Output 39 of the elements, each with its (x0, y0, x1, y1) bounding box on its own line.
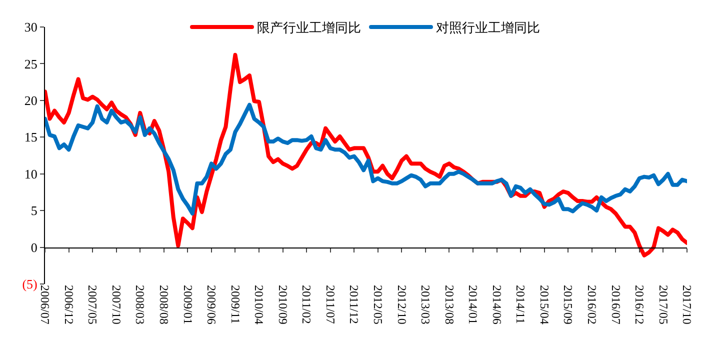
y-tick-label: 30 (24, 20, 38, 35)
x-tick-label: 2017/05 (656, 285, 670, 324)
line-series (45, 102, 687, 216)
y-tick-label: (5) (22, 276, 38, 292)
x-tick-label: 2009/06 (204, 285, 219, 324)
x-tick-label: 2009/01 (180, 285, 195, 324)
legend-label: 对照行业工增同比 (436, 21, 540, 36)
x-tick-label: 2016/02 (584, 285, 599, 324)
x-tick-label: 2012/05 (370, 285, 385, 324)
x-tick-label: 2011/02 (300, 285, 314, 324)
legend-label: 限产行业工增同比 (257, 21, 361, 36)
x-tick-label: 2015/04 (537, 285, 552, 324)
y-tick-label: 5 (30, 203, 38, 218)
x-tick-label: 2013/08 (442, 285, 456, 324)
y-tick-label: 10 (24, 166, 38, 182)
x-tick-label: 2009/11 (228, 285, 242, 324)
x-tick-label: 2008/03 (133, 285, 148, 324)
x-tick-label: 2007/05 (86, 285, 100, 324)
x-tick-label: 2015/09 (561, 285, 576, 324)
y-tick-label: 25 (24, 56, 38, 72)
x-tick-label: 2016/12 (632, 285, 647, 324)
x-tick-label: 2017/10 (680, 285, 694, 324)
x-tick-label: 2016/07 (608, 285, 623, 324)
x-tick-label: 2011/07 (323, 285, 338, 324)
x-tick-label: 2014/11 (514, 285, 528, 324)
x-tick-label: 2010/04 (252, 285, 266, 324)
x-tick-label: 2006/07 (38, 285, 52, 324)
x-tick-label: 2008/08 (156, 285, 171, 324)
y-tick-label: 15 (24, 130, 38, 145)
x-tick-label: 2006/12 (62, 285, 76, 324)
x-tick-label: 2011/12 (347, 285, 362, 324)
x-tick-label: 2014/06 (490, 285, 504, 324)
x-tick-label: 2012/10 (394, 285, 409, 324)
x-tick-label: 2010/09 (276, 285, 290, 324)
x-tick-label: 2007/10 (109, 285, 124, 324)
y-tick-label: 0 (30, 240, 38, 255)
x-tick-label: 2014/01 (466, 285, 480, 324)
x-tick-label: 2013/03 (418, 285, 433, 324)
y-tick-label: 20 (24, 92, 38, 108)
